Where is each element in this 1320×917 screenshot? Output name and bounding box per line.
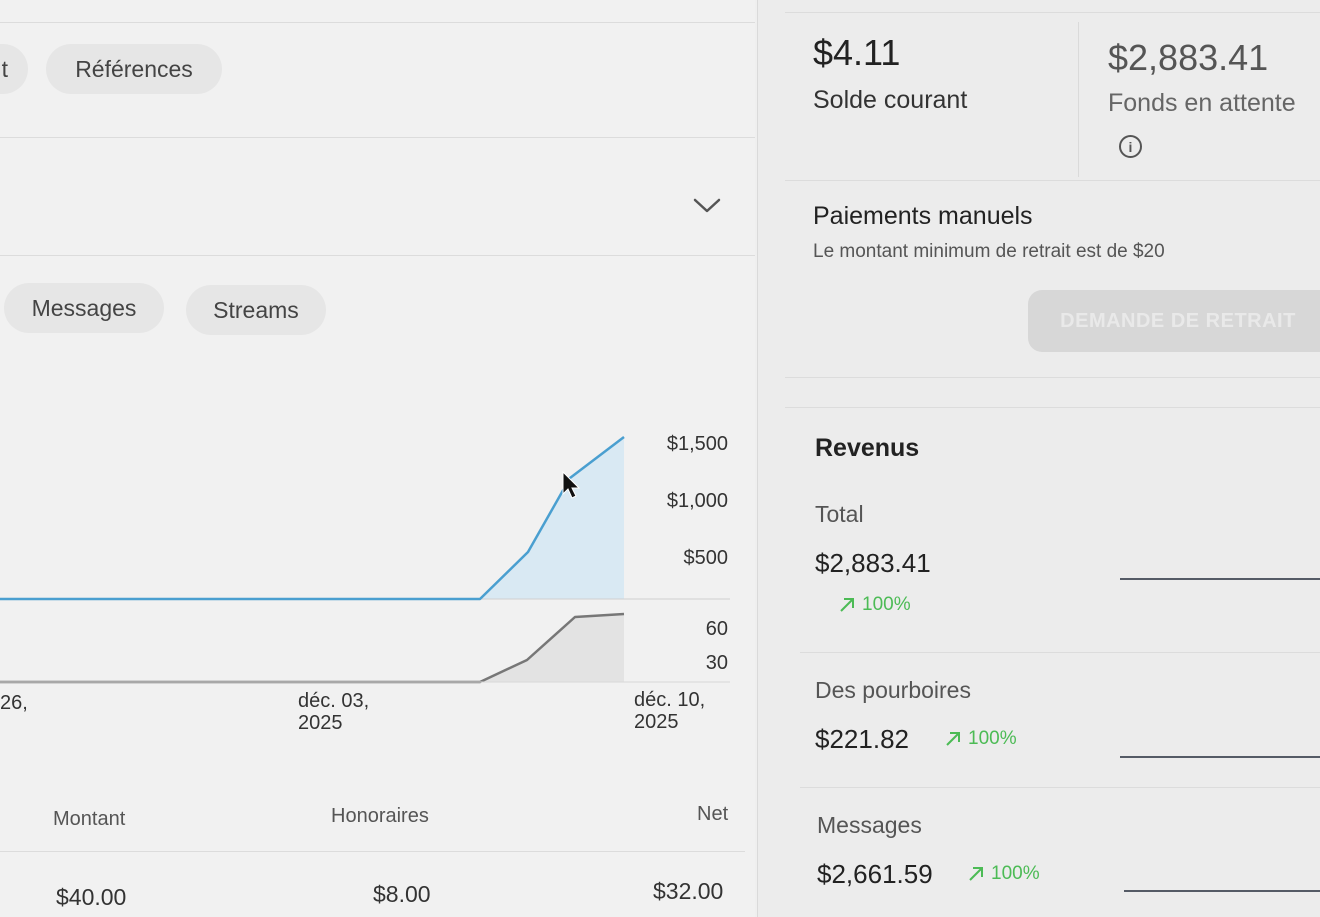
tab-streams[interactable]: Streams — [186, 285, 326, 335]
x-date-label: déc. 03, 2025 — [298, 690, 370, 734]
column-header-honoraires[interactable]: Honoraires — [331, 805, 429, 827]
y-tick-label: 60 — [705, 618, 728, 640]
x-date-label: 26, — [0, 692, 28, 714]
earnings-main-panel: t Références Messages Streams $1,500 $1,… — [0, 22, 755, 910]
revenue-messages-value: $2,661.59 — [817, 859, 933, 889]
tab-messages-label: Messages — [31, 294, 137, 321]
divider — [0, 851, 745, 852]
info-icon[interactable]: i — [1119, 135, 1142, 158]
count-area — [480, 614, 624, 682]
pending-funds-value: $2,883.41 — [1108, 37, 1269, 78]
mouse-cursor-icon — [562, 470, 581, 499]
trend-percent: 100% — [968, 728, 1017, 749]
card-divider — [1078, 22, 1079, 177]
tab-streams-label: Streams — [213, 296, 299, 323]
divider — [0, 255, 755, 256]
y-tick-label: 30 — [705, 652, 728, 674]
tab-references-label: Références — [75, 55, 193, 82]
divider — [785, 377, 1320, 378]
manual-payments-title: Paiements manuels — [813, 202, 1033, 230]
tab-references[interactable]: Références — [46, 44, 222, 94]
tab-partial[interactable]: t — [0, 44, 28, 94]
revenus-title: Revenus — [815, 434, 920, 462]
current-balance-value: $4.11 — [813, 32, 901, 73]
revenue-total-trend: 100% — [838, 594, 911, 616]
divider — [785, 12, 1320, 13]
x-date-label: déc. 10, 2025 — [634, 689, 706, 733]
y-tick-label: $1,000 — [666, 490, 728, 512]
cell-montant: $40.00 — [56, 884, 127, 910]
cell-honoraires: $8.00 — [373, 881, 431, 907]
y-tick-label: $500 — [683, 547, 729, 569]
balance-sidebar — [757, 0, 1320, 917]
trend-percent: 100% — [862, 594, 911, 615]
trend-up-arrow-icon — [840, 598, 854, 612]
trend-up-arrow-icon — [946, 732, 960, 746]
revenue-messages-label: Messages — [817, 812, 922, 838]
revenue-area — [480, 437, 624, 599]
column-header-net[interactable]: Net — [697, 803, 729, 825]
pending-funds-label: Fonds en attente — [1108, 89, 1296, 117]
divider — [0, 137, 755, 138]
revenue-line — [0, 436, 625, 601]
cell-net: $32.00 — [653, 878, 724, 904]
sparkline — [1124, 890, 1320, 892]
sparkline — [1120, 756, 1320, 758]
divider — [800, 652, 1320, 653]
revenue-total-value: $2,883.41 — [815, 548, 931, 578]
revenue-tips-trend: 100% — [944, 728, 1017, 750]
minimum-withdrawal-note: Le montant minimum de retrait est de $20 — [813, 241, 1165, 262]
divider — [785, 180, 1320, 181]
trend-percent: 100% — [991, 863, 1040, 884]
revenue-tips-label: Des pourboires — [815, 677, 971, 703]
divider — [785, 407, 1320, 408]
tab-partial-label: t — [1, 55, 8, 82]
tab-messages[interactable]: Messages — [4, 283, 164, 333]
withdraw-request-button[interactable]: DEMANDE DE RETRAIT — [1028, 290, 1320, 352]
current-balance-label: Solde courant — [813, 86, 968, 114]
y-tick-label: $1,500 — [666, 433, 728, 455]
revenue-tips-value: $221.82 — [815, 724, 909, 754]
revenue-messages-trend: 100% — [967, 863, 1040, 885]
earnings-chart — [0, 436, 730, 684]
chevron-down-icon[interactable] — [690, 190, 724, 220]
divider — [800, 787, 1320, 788]
revenue-total-label: Total — [815, 501, 864, 527]
trend-up-arrow-icon — [969, 867, 983, 881]
sparkline — [1120, 578, 1320, 580]
divider — [0, 22, 755, 23]
column-header-montant[interactable]: Montant — [53, 808, 126, 830]
